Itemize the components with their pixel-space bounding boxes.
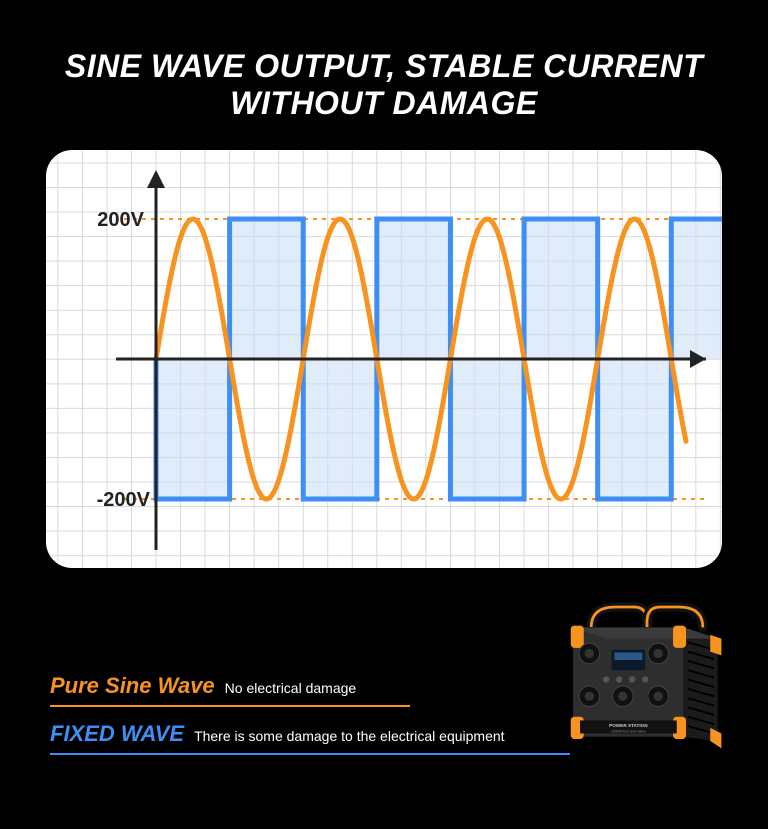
page-title: SINE WAVE OUTPUT, STABLE CURRENT WITHOUT… xyxy=(0,0,768,122)
legend-row-pure: Pure Sine Wave No electrical damage xyxy=(50,673,570,699)
y-label-bottom: -200V xyxy=(97,489,151,511)
title-line-2: WITHOUT DAMAGE xyxy=(40,85,728,122)
device-illustration: POWER STATION 2000W Pure Sine Wave xyxy=(554,593,740,753)
wave-chart-svg: 200V -200V xyxy=(46,150,722,568)
legend-pure-desc: No electrical damage xyxy=(225,680,357,696)
legend-pure-rule xyxy=(50,705,410,707)
y-axis-arrow xyxy=(147,170,165,188)
title-line-1: SINE WAVE OUTPUT, STABLE CURRENT xyxy=(40,48,728,85)
y-label-top: 200V xyxy=(97,209,144,231)
wave-chart-card: 200V -200V xyxy=(46,150,722,568)
legend-pure-name: Pure Sine Wave xyxy=(50,673,215,699)
legend: Pure Sine Wave No electrical damage FIXE… xyxy=(50,659,570,755)
svg-text:2000W Pure Sine Wave: 2000W Pure Sine Wave xyxy=(611,730,646,734)
legend-fixed-desc: There is some damage to the electrical e… xyxy=(194,728,505,744)
legend-fixed-name: FIXED WAVE xyxy=(50,721,184,747)
svg-text:POWER STATION: POWER STATION xyxy=(609,723,648,728)
legend-row-fixed: FIXED WAVE There is some damage to the e… xyxy=(50,721,570,747)
legend-fixed-rule xyxy=(50,753,570,755)
